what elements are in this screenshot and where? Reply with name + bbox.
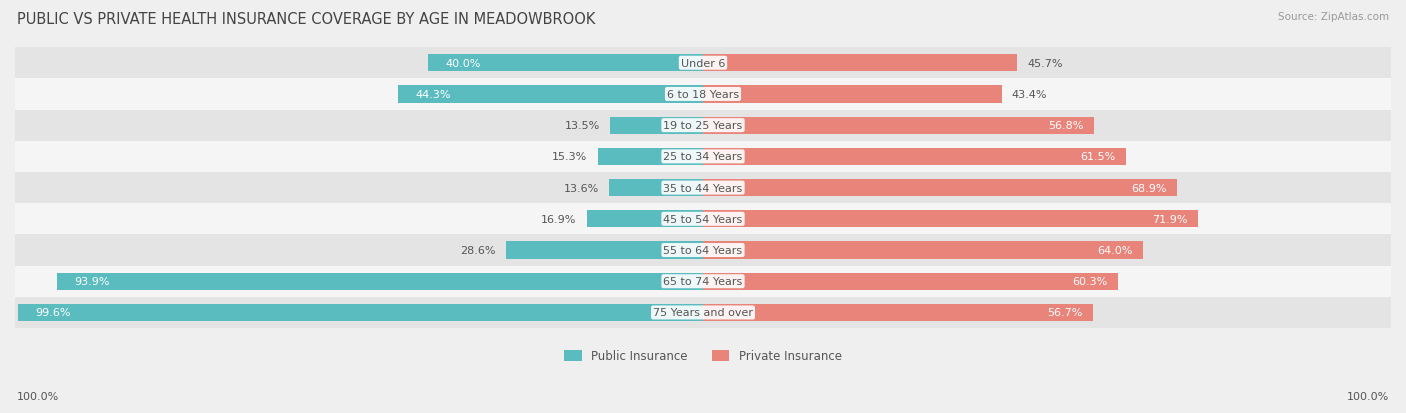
Bar bbox=[703, 273, 1118, 290]
Text: 100.0%: 100.0% bbox=[1347, 391, 1389, 401]
Text: 43.4%: 43.4% bbox=[1012, 90, 1047, 100]
Bar bbox=[586, 211, 703, 228]
Text: 19 to 25 Years: 19 to 25 Years bbox=[664, 121, 742, 131]
Text: 25 to 34 Years: 25 to 34 Years bbox=[664, 152, 742, 162]
Text: 61.5%: 61.5% bbox=[1081, 152, 1116, 162]
Bar bbox=[15, 141, 1391, 173]
Text: 68.9%: 68.9% bbox=[1132, 183, 1167, 193]
Bar bbox=[598, 148, 703, 166]
Bar bbox=[506, 242, 703, 259]
Bar bbox=[703, 180, 1177, 197]
Text: 16.9%: 16.9% bbox=[541, 214, 576, 224]
Bar bbox=[18, 304, 703, 321]
Text: Under 6: Under 6 bbox=[681, 59, 725, 69]
Text: 93.9%: 93.9% bbox=[75, 277, 110, 287]
Bar bbox=[703, 211, 1198, 228]
Text: 13.6%: 13.6% bbox=[564, 183, 599, 193]
Bar bbox=[15, 235, 1391, 266]
Text: 71.9%: 71.9% bbox=[1152, 214, 1187, 224]
Bar bbox=[15, 48, 1391, 79]
Text: 40.0%: 40.0% bbox=[446, 59, 481, 69]
Text: 6 to 18 Years: 6 to 18 Years bbox=[666, 90, 740, 100]
Bar bbox=[703, 55, 1018, 72]
Bar bbox=[703, 148, 1126, 166]
Text: 44.3%: 44.3% bbox=[415, 90, 451, 100]
Bar bbox=[703, 304, 1092, 321]
Text: 55 to 64 Years: 55 to 64 Years bbox=[664, 245, 742, 255]
Bar bbox=[703, 86, 1001, 103]
Bar bbox=[610, 117, 703, 134]
Bar bbox=[58, 273, 703, 290]
Bar bbox=[703, 117, 1094, 134]
Text: 28.6%: 28.6% bbox=[460, 245, 496, 255]
Text: Source: ZipAtlas.com: Source: ZipAtlas.com bbox=[1278, 12, 1389, 22]
Text: 13.5%: 13.5% bbox=[565, 121, 600, 131]
Bar bbox=[15, 110, 1391, 141]
Text: 56.7%: 56.7% bbox=[1047, 308, 1083, 318]
Bar bbox=[15, 204, 1391, 235]
Text: 65 to 74 Years: 65 to 74 Years bbox=[664, 277, 742, 287]
Text: 64.0%: 64.0% bbox=[1098, 245, 1133, 255]
Text: 100.0%: 100.0% bbox=[17, 391, 59, 401]
Bar bbox=[703, 242, 1143, 259]
Text: 35 to 44 Years: 35 to 44 Years bbox=[664, 183, 742, 193]
Bar bbox=[398, 86, 703, 103]
Text: 45 to 54 Years: 45 to 54 Years bbox=[664, 214, 742, 224]
Legend: Public Insurance, Private Insurance: Public Insurance, Private Insurance bbox=[560, 345, 846, 367]
Bar bbox=[15, 297, 1391, 328]
Bar bbox=[15, 266, 1391, 297]
Text: 56.8%: 56.8% bbox=[1047, 121, 1084, 131]
Bar bbox=[427, 55, 703, 72]
Bar bbox=[609, 180, 703, 197]
Text: PUBLIC VS PRIVATE HEALTH INSURANCE COVERAGE BY AGE IN MEADOWBROOK: PUBLIC VS PRIVATE HEALTH INSURANCE COVER… bbox=[17, 12, 595, 27]
Bar bbox=[15, 173, 1391, 204]
Text: 45.7%: 45.7% bbox=[1028, 59, 1063, 69]
Text: 99.6%: 99.6% bbox=[35, 308, 70, 318]
Bar bbox=[15, 79, 1391, 110]
Text: 75 Years and over: 75 Years and over bbox=[652, 308, 754, 318]
Text: 15.3%: 15.3% bbox=[553, 152, 588, 162]
Text: 60.3%: 60.3% bbox=[1073, 277, 1108, 287]
